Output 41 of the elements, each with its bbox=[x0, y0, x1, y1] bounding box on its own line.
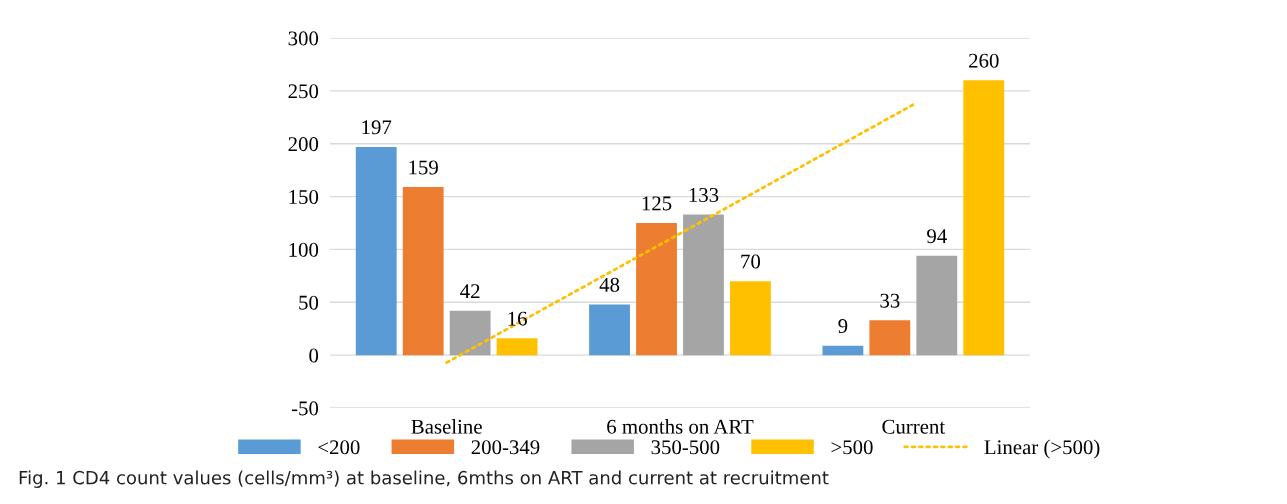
data-label: 94 bbox=[927, 229, 947, 244]
legend-label: >500 bbox=[831, 440, 873, 455]
y-tick-label: 200 bbox=[288, 137, 319, 152]
caption: Fig. 1 CD4 count values (cells/mm³) at baseline, 6mths on ART and current at recruitment bbox=[19, 470, 829, 488]
data-label: 125 bbox=[642, 196, 672, 211]
bar bbox=[963, 80, 1005, 356]
data-label: 9 bbox=[838, 319, 848, 334]
bar bbox=[730, 281, 771, 356]
bar bbox=[636, 223, 677, 356]
data-label: 42 bbox=[460, 284, 480, 298]
data-label: 48 bbox=[599, 277, 620, 292]
y-tick-label: 0 bbox=[309, 348, 319, 363]
data-label: 133 bbox=[689, 187, 719, 202]
legend-label: 350-500 bbox=[651, 440, 720, 455]
x-tick-label: Current bbox=[882, 419, 946, 434]
data-label: 16 bbox=[508, 311, 527, 326]
legend-label: <200 bbox=[318, 440, 360, 455]
data-label: 33 bbox=[880, 293, 900, 308]
legend-label: 200-349 bbox=[471, 440, 540, 455]
bar bbox=[355, 146, 397, 356]
bar bbox=[683, 214, 724, 356]
y-tick-label: -50 bbox=[291, 401, 319, 416]
bar bbox=[916, 255, 958, 356]
bar bbox=[869, 320, 911, 356]
data-label: 159 bbox=[409, 160, 438, 175]
data-label: 260 bbox=[969, 53, 999, 68]
data-label: 70 bbox=[741, 254, 761, 269]
y-tick-label: 250 bbox=[288, 84, 319, 99]
y-tick-label: 150 bbox=[289, 189, 319, 204]
y-tick-label: 50 bbox=[299, 295, 319, 310]
legend-label: Linear (>500) bbox=[984, 439, 1100, 459]
bar bbox=[496, 338, 538, 356]
bar bbox=[589, 304, 630, 356]
bar bbox=[402, 187, 444, 356]
data-label: 197 bbox=[362, 120, 392, 135]
bar bbox=[822, 345, 864, 356]
x-tick-label: Baseline bbox=[411, 419, 482, 434]
y-tick-label: 300 bbox=[288, 31, 319, 46]
y-tick-label: 100 bbox=[289, 242, 319, 257]
bar bbox=[449, 310, 491, 356]
x-tick-label: 6 months on ART bbox=[607, 419, 754, 434]
